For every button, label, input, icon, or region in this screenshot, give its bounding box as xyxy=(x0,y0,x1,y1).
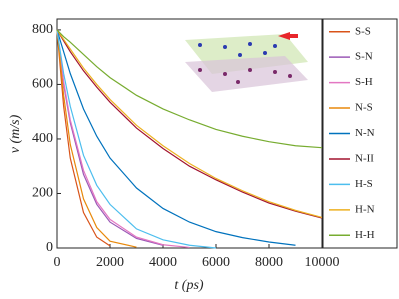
legend-label: S-H xyxy=(355,76,373,88)
legend-label: H-S xyxy=(355,178,373,190)
x-tick-label: 8000 xyxy=(255,255,283,270)
series-line xyxy=(56,29,190,249)
series-line xyxy=(56,29,296,246)
y-tick-label: 600 xyxy=(32,77,53,92)
x-tick-label: 6000 xyxy=(202,255,230,270)
legend-label: H-H xyxy=(355,229,375,241)
legend-label: N-S xyxy=(355,102,373,114)
x-tick-label: 0 xyxy=(54,255,61,270)
series-line xyxy=(56,29,111,247)
y-axis-label: v (m/s) xyxy=(8,114,23,153)
series-line xyxy=(56,29,137,248)
series-line xyxy=(56,29,323,219)
y-tick-label: 800 xyxy=(32,22,53,37)
series-line xyxy=(56,29,217,249)
x-axis-label: t (ps) xyxy=(174,278,204,293)
legend-label: H-N xyxy=(355,203,375,215)
legend-label: N-II xyxy=(355,152,374,164)
y-tick-label: 0 xyxy=(46,240,53,255)
legend-label: S-N xyxy=(355,51,373,63)
series-line xyxy=(56,29,323,219)
x-tick-label: 10000 xyxy=(305,255,340,270)
x-tick-label: 2000 xyxy=(96,255,124,270)
y-tick-label: 400 xyxy=(32,131,53,146)
y-tick-label: 200 xyxy=(32,186,53,201)
series-line xyxy=(56,29,323,149)
legend-label: S-S xyxy=(355,25,371,37)
legend-label: N-N xyxy=(355,127,375,139)
inset-structure xyxy=(185,32,308,92)
x-tick-label: 4000 xyxy=(149,255,177,270)
